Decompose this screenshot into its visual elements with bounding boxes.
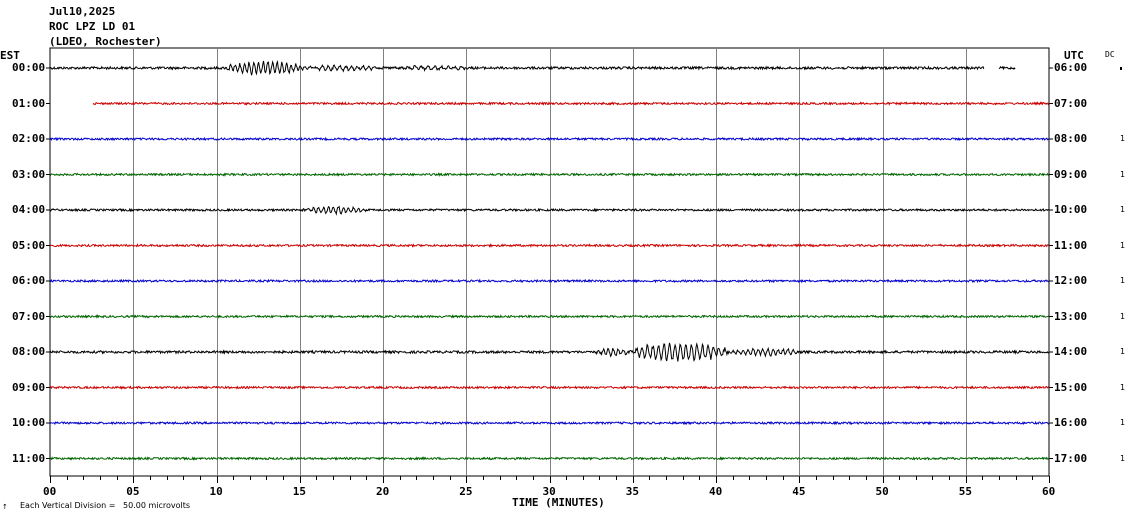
est-row-label: 11:00 — [12, 451, 46, 465]
dc-row-value: 1 — [1120, 453, 1126, 463]
utc-row-label: 16:00 — [1054, 416, 1088, 429]
utc-row-label: 07:00 — [1054, 96, 1088, 110]
est-row-label: 02:00 — [12, 132, 46, 145]
seismogram-trace — [49, 342, 1050, 363]
utc-row-label: 14:00 — [1054, 345, 1088, 358]
est-row-label: 00:00 — [12, 61, 46, 74]
est-row-label: 06:00 — [12, 274, 46, 287]
x-tick-label: 45 — [792, 485, 806, 498]
x-tick-label: 55 — [958, 485, 972, 498]
x-tick-label: 05 — [126, 485, 140, 498]
date-label: Jul10,2025 — [49, 5, 116, 18]
seismogram-trace — [49, 172, 1050, 177]
x-tick-label: 50 — [875, 485, 889, 498]
est-row-label: 07:00 — [12, 309, 46, 323]
est-row-label: 04:00 — [12, 203, 46, 216]
seismogram-trace — [49, 278, 1050, 284]
x-tick-label: 40 — [709, 485, 723, 498]
dc-row-value: 1 — [1120, 347, 1126, 356]
seismogram-trace — [49, 420, 1050, 426]
corner-mark-icon: ↑ — [2, 503, 8, 511]
utc-heading: UTC — [1064, 49, 1084, 62]
x-tick-label: 60 — [1042, 485, 1056, 498]
dc-row-value: 1 — [1120, 311, 1126, 321]
x-tick-label: 25 — [459, 485, 473, 498]
x-tick-label: 35 — [625, 485, 639, 498]
dc-row-value: 1 — [1120, 276, 1126, 285]
dc-row-value: 1 — [1120, 205, 1126, 214]
est-row-label: 03:00 — [12, 167, 46, 181]
utc-row-label: 09:00 — [1054, 167, 1088, 181]
est-row-label: 08:00 — [12, 345, 46, 358]
dc-row-value: 1 — [1120, 169, 1126, 179]
dc-row-value: 1 — [1120, 134, 1126, 143]
est-heading: EST — [0, 49, 20, 62]
dc-row-value: 1 — [1120, 382, 1126, 392]
utc-row-label: 11:00 — [1054, 238, 1088, 252]
x-tick-label: 10 — [209, 485, 223, 498]
seismogram-trace — [49, 456, 1050, 461]
dc-row-value: 1 — [1120, 418, 1126, 427]
network-label: (LDEO, Rochester) — [49, 35, 162, 48]
utc-row-label: 10:00 — [1054, 203, 1088, 216]
dc-heading: DC — [1105, 50, 1115, 59]
utc-row-label: 12:00 — [1054, 274, 1088, 287]
x-tick-label: 20 — [376, 485, 390, 498]
seismogram-trace — [49, 314, 1050, 320]
plot-frame — [49, 47, 1050, 477]
utc-row-label: 08:00 — [1054, 132, 1088, 145]
seismogram-trace — [49, 205, 1049, 216]
x-tick-label: 15 — [292, 485, 306, 498]
est-row-label: 05:00 — [12, 238, 46, 252]
seismogram-trace — [92, 101, 1050, 106]
scale-note: Each Vertical Division = 50.00 microvolt… — [20, 501, 191, 510]
est-row-label: 01:00 — [12, 96, 46, 110]
x-tick-label: 30 — [542, 485, 556, 498]
dc-marker — [1120, 67, 1122, 70]
utc-row-label: 13:00 — [1054, 309, 1088, 323]
utc-row-label: 15:00 — [1054, 380, 1088, 394]
utc-row-label: 06:00 — [1054, 61, 1088, 74]
seismogram-trace — [49, 385, 1050, 390]
est-row-label: 10:00 — [12, 416, 46, 429]
dc-row-value: 1 — [1120, 240, 1126, 250]
seismogram-trace — [49, 59, 1016, 76]
utc-row-label: 17:00 — [1054, 451, 1088, 465]
seismogram-trace — [49, 136, 1050, 142]
x-axis-title: TIME (MINUTES) — [512, 496, 605, 509]
x-tick-label: 00 — [43, 485, 57, 498]
seismogram-trace — [49, 242, 1050, 248]
est-row-label: 09:00 — [12, 380, 46, 394]
station-label: ROC LPZ LD 01 — [49, 20, 136, 33]
